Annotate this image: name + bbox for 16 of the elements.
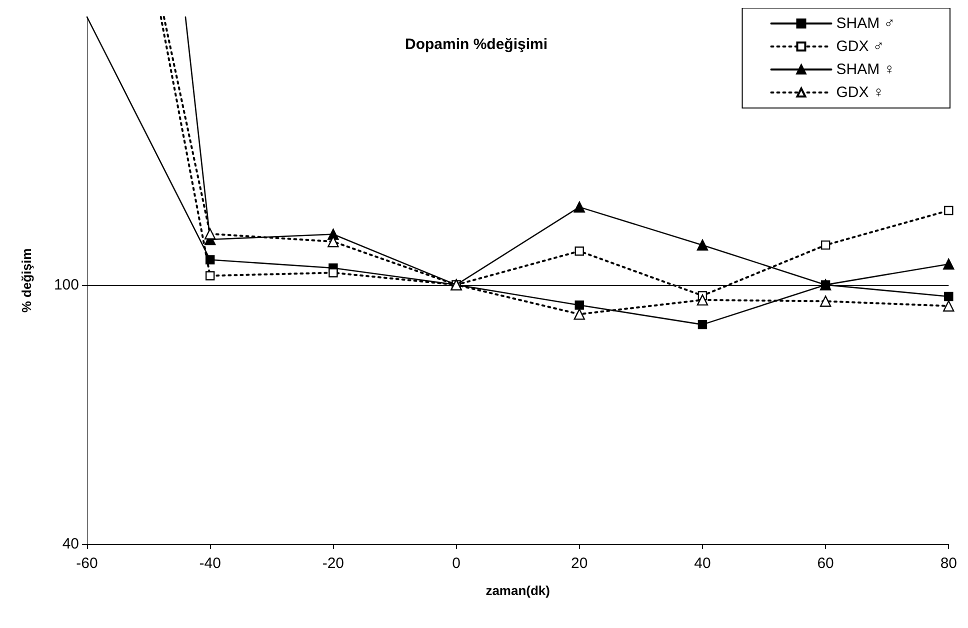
- x-tick-label: 80: [940, 555, 957, 572]
- x-axis-title: zaman(dk): [486, 583, 550, 598]
- x-tick-label: 0: [452, 555, 460, 572]
- y-tick-label: 100: [54, 276, 79, 294]
- x-tick-label: -40: [199, 555, 221, 572]
- x-tick-label: -20: [322, 555, 344, 572]
- legend-label: GDX ♀: [836, 84, 884, 101]
- legend-label: SHAM ♂: [836, 15, 896, 32]
- text: Dopamin %değişimi: [405, 36, 548, 53]
- x-tick-label: -60: [76, 555, 98, 572]
- x-tick-label: 60: [817, 555, 834, 572]
- x-tick-label: 20: [571, 555, 588, 572]
- legend-label: GDX ♂: [836, 38, 884, 55]
- legend-label: SHAM ♀: [836, 61, 896, 78]
- y-axis-title: % değişim: [19, 248, 34, 313]
- x-tick-label: 40: [694, 555, 711, 572]
